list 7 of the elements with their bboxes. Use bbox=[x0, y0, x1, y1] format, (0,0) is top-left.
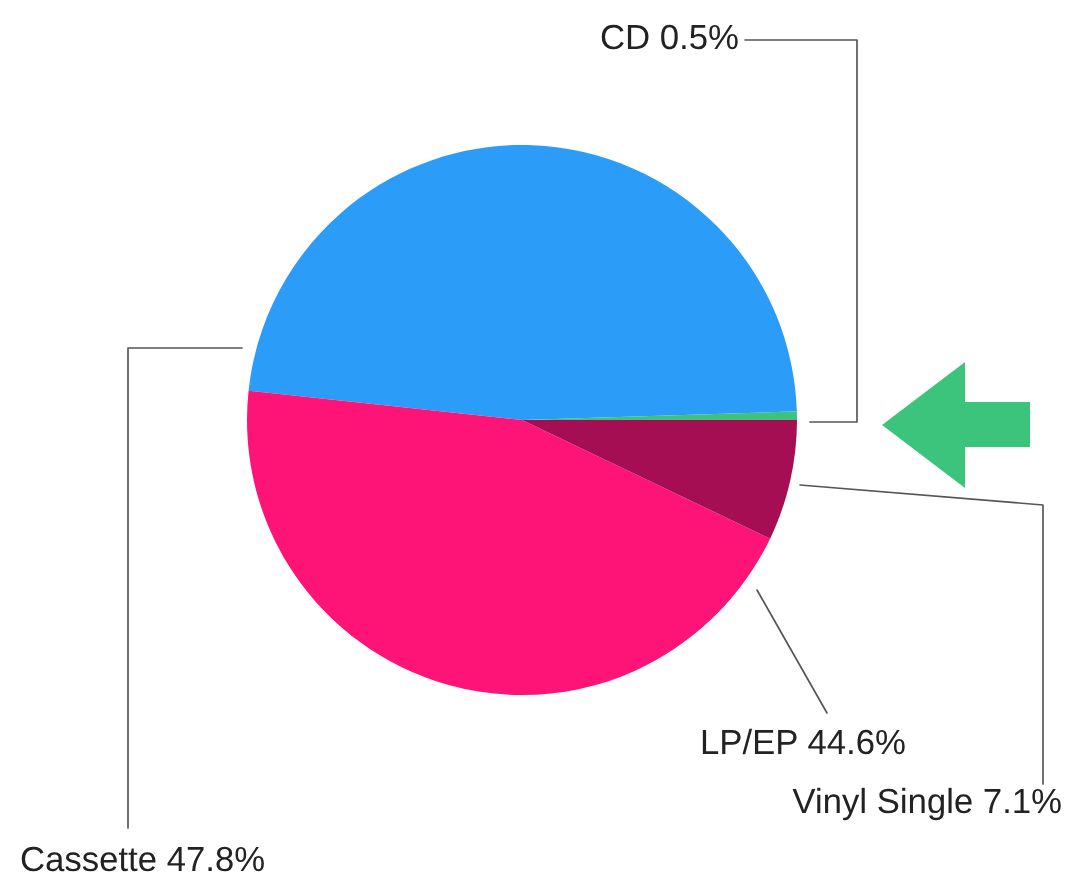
slice-label: CD 0.5% bbox=[601, 24, 738, 50]
pie-slice bbox=[247, 390, 771, 695]
pie-slice bbox=[248, 145, 797, 420]
slice-label: Cassette 47.8% bbox=[21, 846, 264, 872]
slice-label: Vinyl Single 7.1% bbox=[792, 787, 1061, 821]
slice-label: LP/EP 44.6% bbox=[702, 728, 905, 755]
pie-slice bbox=[522, 420, 797, 539]
